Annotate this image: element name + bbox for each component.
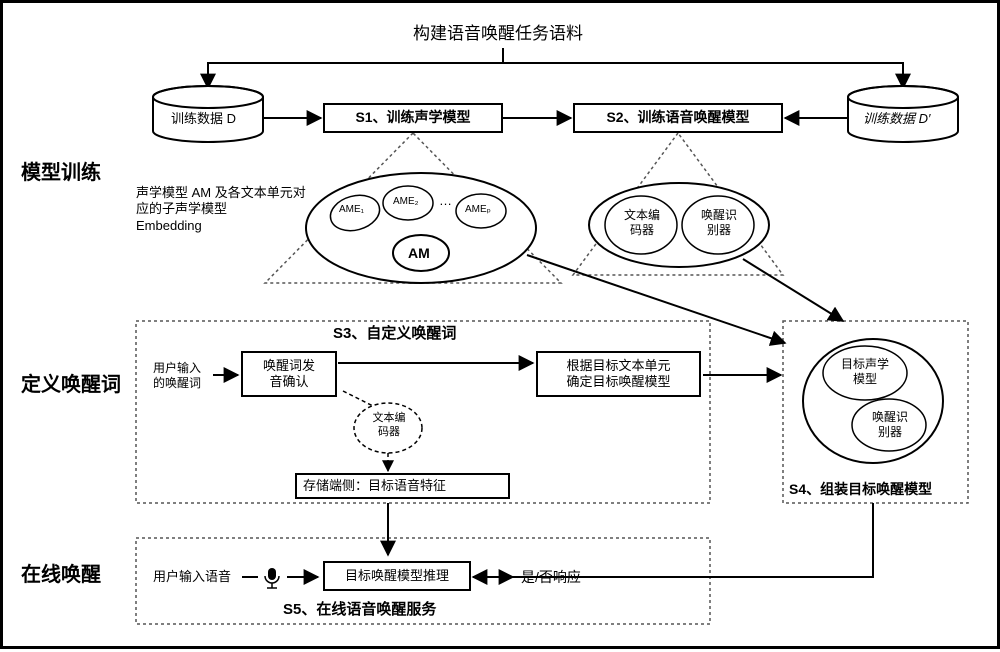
s4-title: S4、组装目标唤醒模型: [789, 481, 932, 499]
s3-confirm-label: 唤醒词发 音确认: [263, 358, 315, 391]
section-define-label: 定义唤醒词: [21, 373, 121, 398]
section-online-label: 在线唤醒: [21, 563, 101, 588]
s3-determine-box: 根据目标文本单元 确定目标唤醒模型: [536, 351, 701, 397]
s3-storage-box: 存储端侧：目标语音特征: [295, 473, 510, 499]
db-left-label: 训练数据 D: [171, 111, 236, 127]
ame2: AME₂: [393, 196, 419, 209]
db-right-label: 训练数据 D′: [863, 111, 930, 127]
s5-infer-box: 目标唤醒模型推理: [323, 561, 471, 591]
s5-infer-label: 目标唤醒模型推理: [345, 568, 449, 584]
s2-label: S2、训练语音唤醒模型: [606, 109, 749, 127]
s4-recognizer: 唤醒识 别器: [865, 410, 915, 440]
s5-response: 是/否响应: [521, 569, 581, 587]
s4-target-model: 目标声学 模型: [835, 357, 895, 387]
s3-storage-label: 存储端侧：目标语音特征: [303, 478, 446, 494]
s2-recognizer: 唤醒识 别器: [694, 208, 744, 238]
s5-user-voice: 用户输入语音: [142, 569, 242, 585]
s3-confirm-box: 唤醒词发 音确认: [241, 351, 337, 397]
s3-title: S3、自定义唤醒词: [333, 325, 456, 344]
s5-title: S5、在线语音唤醒服务: [283, 601, 436, 620]
svg-layer: [3, 3, 1000, 652]
s3-encoder: 文本编 码器: [365, 412, 413, 440]
ame1: AME₁: [339, 204, 364, 217]
header-title: 构建语音唤醒任务语料: [413, 23, 583, 44]
s1-box: S1、训练声学模型: [323, 103, 503, 133]
s3-user-input: 用户输入 的唤醒词: [142, 361, 212, 391]
s3-determine-label: 根据目标文本单元 确定目标唤醒模型: [566, 358, 670, 391]
section-training-label: 模型训练: [21, 161, 101, 186]
amep: AMEₚ: [465, 204, 491, 217]
s1-label: S1、训练声学模型: [355, 109, 470, 127]
embedding-note: 声学模型 AM 及各文本单元对应的子声学模型 Embedding: [136, 185, 311, 234]
s2-encoder: 文本编 码器: [617, 208, 667, 238]
am-center: AM: [408, 245, 430, 263]
am-dots: …: [439, 193, 452, 209]
diagram-canvas: 构建语音唤醒任务语料 模型训练 定义唤醒词 在线唤醒 声学模型 AM 及各文本单…: [0, 0, 1000, 649]
s2-box: S2、训练语音唤醒模型: [573, 103, 783, 133]
